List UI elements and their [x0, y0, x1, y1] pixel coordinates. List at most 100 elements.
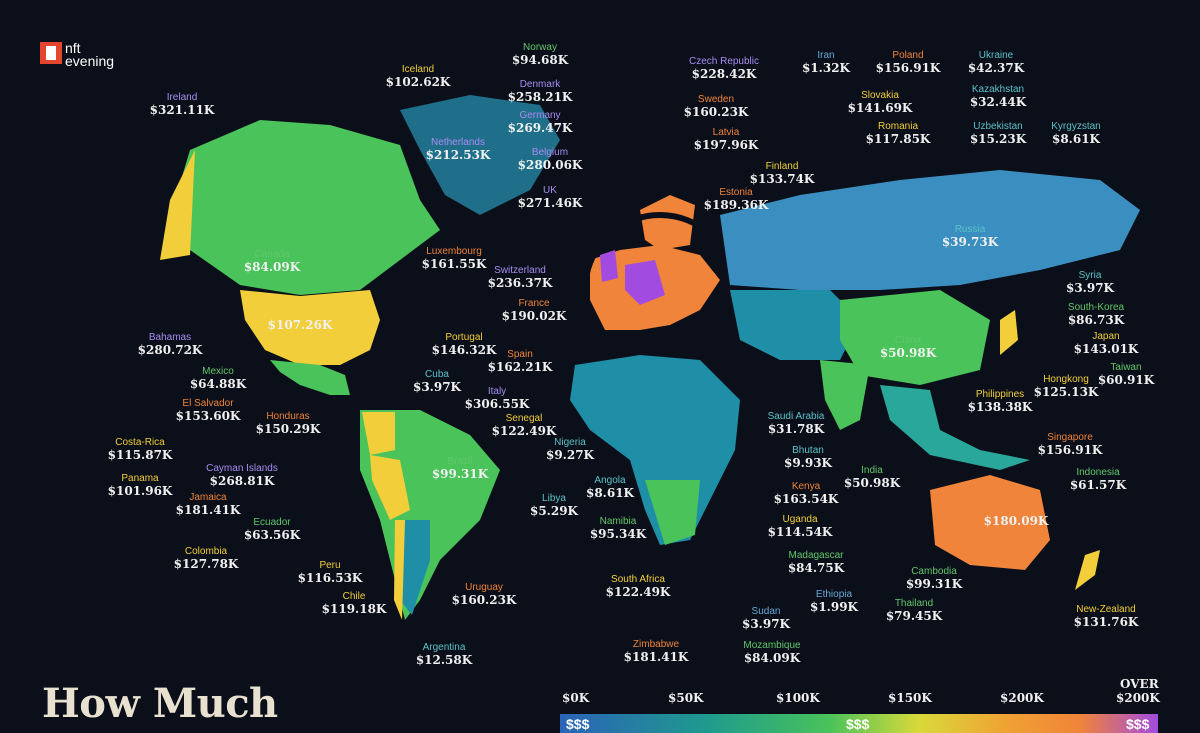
country-name: Senegal	[505, 413, 543, 424]
country-label-italy: Italy $306.55K	[442, 386, 552, 411]
country-label-germany: Germany $269.47K	[485, 110, 595, 135]
country-value: $161.55K	[421, 256, 487, 271]
logo-text: nft evening	[65, 41, 115, 69]
country-value: $119.18K	[321, 601, 387, 616]
legend-tick-over: OVER	[1120, 677, 1159, 691]
country-value: $271.46K	[517, 195, 583, 210]
country-name: Japan	[1092, 331, 1120, 342]
country-label-china: China $50.98K	[853, 335, 963, 360]
country-value: $190.02K	[501, 308, 567, 323]
country-value: $306.55K	[464, 396, 530, 411]
country-label-panama: Panama $101.96K	[85, 473, 195, 498]
region-canada	[175, 120, 440, 295]
country-name: Australia	[996, 503, 1036, 514]
country-name: Kyrgyzstan	[1051, 121, 1101, 132]
country-label-el-salvador: El Salvador $153.60K	[153, 398, 263, 423]
country-label-india: India $50.98K	[817, 465, 927, 490]
country-name: Taiwan	[1110, 362, 1142, 373]
country-name: Uganda	[782, 514, 818, 525]
country-label-cambodia: Cambodia $99.31K	[879, 566, 989, 591]
country-value: $5.29K	[529, 503, 578, 518]
region-southern-africa	[645, 480, 700, 545]
country-label-thailand: Thailand $79.45K	[859, 598, 969, 623]
country-name: Belgium	[531, 147, 569, 158]
country-name: Italy	[487, 386, 507, 397]
country-value: $163.54K	[773, 491, 839, 506]
region-chile	[394, 520, 405, 620]
legend-tick-200: $200K	[1000, 691, 1044, 705]
country-name: South-Korea	[1067, 302, 1125, 313]
country-value: $107.26K	[267, 317, 333, 332]
country-value: $42.37K	[967, 60, 1025, 75]
country-value: $138.38K	[967, 399, 1033, 414]
country-name: Czech Republic	[688, 56, 760, 67]
region-greenland	[400, 95, 560, 215]
country-label-portugal: Portugal $146.32K	[409, 332, 519, 357]
country-name: Denmark	[519, 79, 561, 90]
country-value: $280.06K	[517, 157, 583, 172]
country-label-uzbekistan: Uzbekistan $15.23K	[943, 121, 1053, 146]
country-value: $258.21K	[507, 89, 573, 104]
country-name: Bhutan	[792, 445, 824, 456]
region-mexico	[270, 360, 350, 395]
country-value: $160.23K	[451, 592, 517, 607]
country-value: $115.87K	[107, 447, 173, 462]
country-value: $156.91K	[875, 60, 941, 75]
country-value: $79.45K	[885, 608, 943, 623]
country-name: Netherlands	[431, 137, 485, 148]
country-value: $114.54K	[767, 524, 833, 539]
country-label-new-zealand: New-Zealand $131.76K	[1051, 604, 1161, 629]
country-label-norway: Norway $94.68K	[485, 42, 595, 67]
country-label-iran: Iran $1.32K	[771, 50, 881, 75]
country-label-saudi-arabia: Saudi Arabia $31.78K	[741, 411, 851, 436]
country-label-luxembourg: Luxembourg $161.55K	[399, 246, 509, 271]
country-value: $321.11K	[149, 102, 215, 117]
country-label-argentina: Argentina $12.58K	[389, 642, 499, 667]
legend-tick-100: $100K	[776, 691, 820, 705]
country-name: Latvia	[712, 127, 740, 138]
page-title: How Much	[42, 680, 278, 727]
country-value: $50.98K	[879, 345, 937, 360]
country-label-denmark: Denmark $258.21K	[485, 79, 595, 104]
country-name: South Africa	[611, 574, 665, 585]
region-australia	[930, 475, 1050, 570]
country-name: Namibia	[599, 516, 637, 527]
country-value: $269.47K	[507, 120, 573, 135]
country-name: Iceland	[401, 64, 435, 75]
country-label-spain: Spain $162.21K	[465, 349, 575, 374]
country-name: Uzbekistan	[973, 121, 1023, 132]
country-name: Libya	[542, 493, 566, 504]
country-value: $127.78K	[173, 556, 239, 571]
country-name: Switzerland	[494, 265, 546, 276]
region-argentina	[400, 520, 430, 615]
logo-word-2: evening	[65, 53, 115, 69]
country-label-zimbabwe: Zimbabwe $181.41K	[601, 639, 711, 664]
region-japan	[1000, 310, 1018, 355]
country-label-chile: Chile $119.18K	[299, 591, 409, 616]
country-name: Cayman Islands	[206, 463, 278, 474]
country-name: Honduras	[266, 411, 310, 422]
country-name: Romania	[877, 121, 919, 132]
country-name: Kazakhstan	[971, 84, 1025, 95]
country-name: Portugal	[445, 332, 483, 343]
country-name: Mozambique	[743, 640, 801, 651]
country-name: Slovakia	[861, 90, 899, 101]
country-label-syria: Syria $3.97K	[1035, 270, 1145, 295]
region-alaska	[160, 150, 195, 260]
legend-color-scale	[560, 714, 1158, 733]
region-peru	[370, 455, 410, 520]
legend-tick-0: $0K	[562, 691, 590, 705]
country-name: Sudan	[751, 606, 781, 617]
country-name: Uruguay	[465, 582, 503, 593]
country-label-colombia: Colombia $127.78K	[151, 546, 261, 571]
country-label-bahamas: Bahamas $280.72K	[115, 332, 225, 357]
country-name: Germany	[519, 110, 561, 121]
legend-tick-150: $150K	[888, 691, 932, 705]
country-value: $280.72K	[137, 342, 203, 357]
country-label-south-africa: South Africa $122.49K	[583, 574, 693, 599]
region-central-asia	[730, 290, 860, 360]
country-name: Chile	[342, 591, 366, 602]
country-value: $131.76K	[1073, 614, 1139, 629]
country-value: $268.81K	[209, 473, 275, 488]
country-name: Ecuador	[253, 517, 291, 528]
